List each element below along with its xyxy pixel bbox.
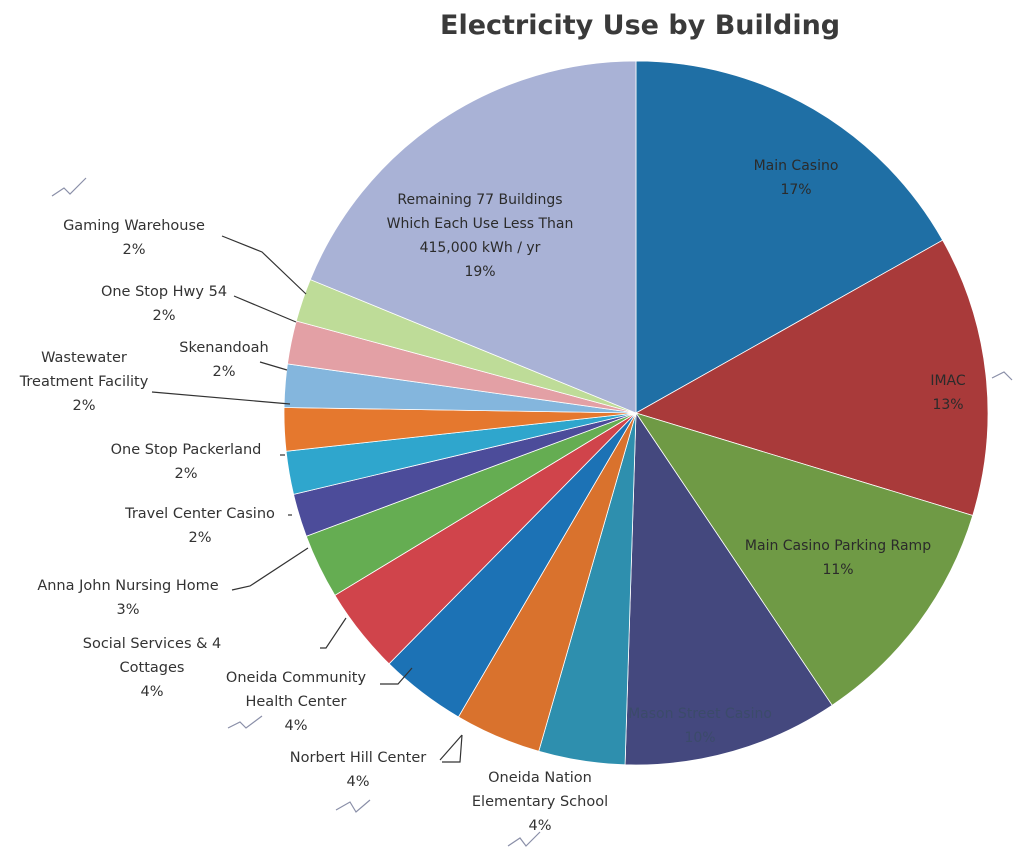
checkmark-icon [507,831,541,847]
slice-label-remaining-77-buildings-which-each-use-less-than-415-000-kwh-yr: Remaining 77 Buildings Which Each Use Les… [387,192,574,280]
leader-line-norbert-hill-center [442,734,463,763]
leader-line-anna-john-nursing-home [231,547,309,591]
checkmark-icon [335,799,371,813]
checkmark-icon [227,715,263,729]
slice-label-wastewater-treatment-facility: Wastewater Treatment Facility 2% [19,350,149,414]
slice-label-gaming-warehouse: Gaming Warehouse 2% [63,218,205,258]
slice-label-skenandoah: Skenandoah 2% [179,340,268,380]
slice-label-oneida-nation-elementary-school: Oneida Nation Elementary School 4% [472,770,608,834]
slice-labels: Main Casino 17% IMAC 13% Main Casino Parking… [19,158,966,834]
leader-line-oneida-community-health-center [380,667,413,685]
pie-slice-remaining-77-buildings-which-each-use-less-than-415-000-kwh-yr [309,60,637,414]
leader-line-one-stop-hwy-54 [233,295,297,323]
slice-label-main-casino-parking-ramp: Main Casino Parking Ramp 11% [745,538,931,578]
pie-slices [283,60,989,766]
slice-label-imac: IMAC 13% [930,373,966,413]
slice-label-one-stop-hwy-54: One Stop Hwy 54 2% [101,284,227,324]
pie-slice-main-casino-parking-ramp [635,412,974,706]
leader-line-skenandoah [259,361,288,371]
leader-line-wastewater-treatment-facility [151,391,291,405]
pie-slice-mason-street-casino [624,411,833,766]
slice-label-main-casino: Main Casino 17% [754,158,839,198]
leader-line-gaming-warehouse [221,235,307,295]
slice-label-one-stop-packerland: One Stop Packerland 2% [111,442,262,482]
pie-slice-imac [634,239,989,517]
pie-slice-main-casino [635,60,944,414]
slice-label-travel-center-casino: Travel Center Casino 2% [124,506,275,546]
leader-line-social-services-4-cottages [320,617,347,649]
slice-label-oneida-community-health-center: Oneida Community Health Center 4% [226,670,367,734]
slice-label-norbert-hill-center: Norbert Hill Center 4% [290,750,427,790]
slice-label-anna-john-nursing-home: Anna John Nursing Home 3% [37,578,218,618]
checkmark-icon [51,177,87,197]
chart-title: Electricity Use by Building [440,10,841,41]
leader-line-oneida-nation-elementary-school [439,734,463,761]
handwritten-marks [51,177,1013,847]
leader-lines [151,235,463,763]
slice-label-mason-street-casino: Mason Street Casino 10% [628,706,772,746]
checkmark-icon [991,371,1013,381]
slice-label-social-services-4-cottages: Social Services & 4 Cottages 4% [83,636,222,700]
